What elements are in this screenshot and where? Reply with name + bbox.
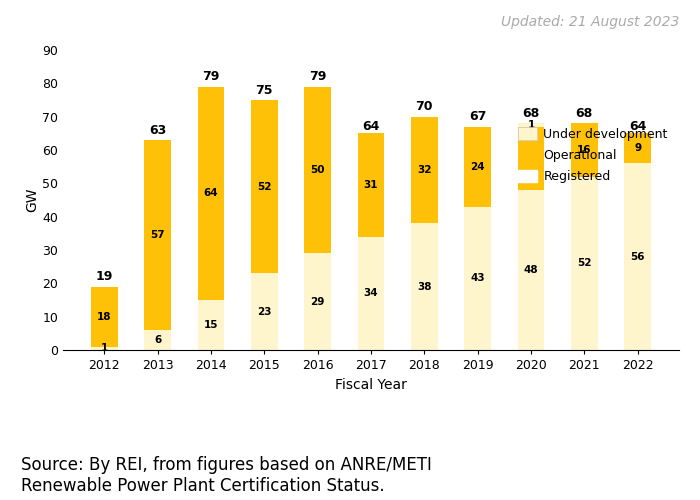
Text: 9: 9 (634, 144, 641, 154)
Text: 29: 29 (311, 296, 325, 306)
Text: 23: 23 (257, 306, 272, 316)
Legend: Under development, Operational, Registered: Under development, Operational, Register… (513, 122, 673, 188)
Text: 16: 16 (577, 145, 592, 155)
Bar (144, 140, 171, 330)
Bar (91, 286, 118, 346)
Text: 64: 64 (629, 120, 646, 134)
Text: 1: 1 (101, 344, 108, 353)
Text: 75: 75 (256, 84, 273, 96)
Bar (571, 124, 598, 176)
Text: 31: 31 (364, 180, 378, 190)
Text: 52: 52 (257, 182, 272, 192)
Text: 70: 70 (416, 100, 433, 114)
Text: 43: 43 (470, 274, 485, 283)
Bar (251, 100, 278, 274)
Text: 24: 24 (470, 162, 485, 172)
Bar (571, 124, 598, 350)
Bar (304, 86, 331, 254)
Text: 34: 34 (364, 288, 378, 298)
Text: 67: 67 (469, 110, 486, 124)
Bar (358, 134, 384, 236)
Bar (304, 86, 331, 350)
Text: 1: 1 (527, 120, 535, 130)
Text: 48: 48 (524, 265, 538, 275)
Text: 64: 64 (363, 120, 379, 134)
Text: 79: 79 (309, 70, 326, 84)
Bar (197, 86, 224, 350)
Bar (411, 116, 438, 350)
Bar (358, 136, 384, 350)
Bar (464, 126, 491, 206)
Bar (251, 100, 278, 350)
Bar (144, 140, 171, 350)
X-axis label: Fiscal Year: Fiscal Year (335, 378, 407, 392)
Text: 79: 79 (202, 70, 220, 84)
Text: 52: 52 (577, 258, 592, 268)
Text: 63: 63 (149, 124, 167, 136)
Bar (464, 126, 491, 350)
Bar (624, 136, 651, 350)
Bar (518, 126, 545, 190)
Text: 68: 68 (522, 107, 540, 120)
Bar (197, 86, 224, 300)
Text: 32: 32 (417, 165, 432, 175)
Text: 56: 56 (631, 252, 645, 262)
Text: 19: 19 (524, 154, 538, 164)
Text: 38: 38 (417, 282, 432, 292)
Bar (518, 124, 545, 350)
Text: Source: By REI, from figures based on ANRE/METI
Renewable Power Plant Certificat: Source: By REI, from figures based on AN… (21, 456, 432, 495)
Bar (624, 134, 651, 164)
Bar (411, 116, 438, 224)
Text: 68: 68 (575, 107, 593, 120)
Text: 19: 19 (96, 270, 113, 283)
Bar (91, 286, 118, 350)
Text: 50: 50 (310, 165, 325, 175)
Text: 18: 18 (97, 312, 111, 322)
Text: 6: 6 (154, 335, 161, 345)
Y-axis label: GW: GW (25, 188, 39, 212)
Text: Updated: 21 August 2023: Updated: 21 August 2023 (500, 15, 679, 29)
Text: 57: 57 (150, 230, 165, 240)
Text: 15: 15 (204, 320, 218, 330)
Text: 64: 64 (204, 188, 218, 198)
